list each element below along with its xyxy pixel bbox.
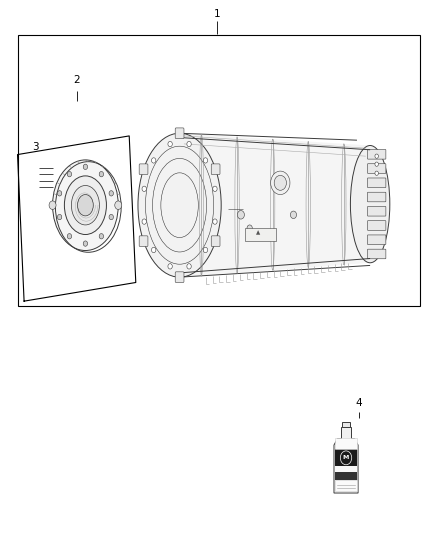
Circle shape [57,214,62,220]
FancyBboxPatch shape [367,235,386,245]
Bar [342,422,350,427]
Circle shape [109,191,113,196]
Ellipse shape [350,146,390,263]
Circle shape [152,247,156,253]
Polygon shape [180,133,370,277]
FancyBboxPatch shape [139,236,148,246]
Circle shape [213,219,217,224]
Circle shape [375,171,378,175]
Circle shape [237,211,244,219]
FancyBboxPatch shape [367,249,386,259]
Circle shape [99,233,103,239]
Circle shape [67,172,72,177]
Circle shape [290,211,297,219]
Circle shape [187,141,191,147]
Bar [336,472,357,480]
Circle shape [168,141,172,147]
Circle shape [247,225,252,231]
Circle shape [187,264,191,269]
Circle shape [271,171,290,195]
Circle shape [274,175,286,190]
Circle shape [49,201,56,209]
Bar [336,449,357,466]
Circle shape [340,451,352,465]
FancyBboxPatch shape [367,221,386,230]
Circle shape [375,154,378,158]
Bar [336,480,357,491]
FancyBboxPatch shape [211,236,220,247]
Bar [245,228,276,241]
Circle shape [99,172,103,177]
Circle shape [109,214,113,220]
Circle shape [152,158,156,163]
Bar [18,35,420,306]
Polygon shape [334,439,358,493]
FancyBboxPatch shape [367,150,386,159]
FancyBboxPatch shape [367,178,386,188]
Circle shape [375,162,378,166]
Bar [341,427,351,439]
FancyBboxPatch shape [139,164,148,175]
FancyBboxPatch shape [367,206,386,216]
FancyBboxPatch shape [175,128,184,139]
Circle shape [203,158,208,163]
FancyBboxPatch shape [175,272,184,282]
Ellipse shape [53,160,118,251]
Text: 2: 2 [73,75,80,85]
Circle shape [115,201,122,209]
Circle shape [83,164,88,169]
FancyBboxPatch shape [211,164,220,175]
Ellipse shape [64,176,106,235]
Circle shape [67,233,72,239]
Text: ▲: ▲ [256,230,261,236]
Circle shape [142,219,146,224]
Text: 3: 3 [32,142,39,152]
Text: 1: 1 [213,9,220,19]
Circle shape [142,186,146,191]
Bar [336,438,357,449]
Ellipse shape [78,195,93,216]
FancyBboxPatch shape [367,192,386,202]
Text: M: M [343,455,349,461]
Circle shape [203,247,208,253]
FancyBboxPatch shape [367,164,386,173]
Text: 4: 4 [356,398,363,408]
Circle shape [83,241,88,246]
Ellipse shape [138,133,221,277]
Circle shape [213,186,217,191]
Circle shape [168,264,172,269]
Circle shape [57,191,62,196]
Ellipse shape [71,185,99,225]
